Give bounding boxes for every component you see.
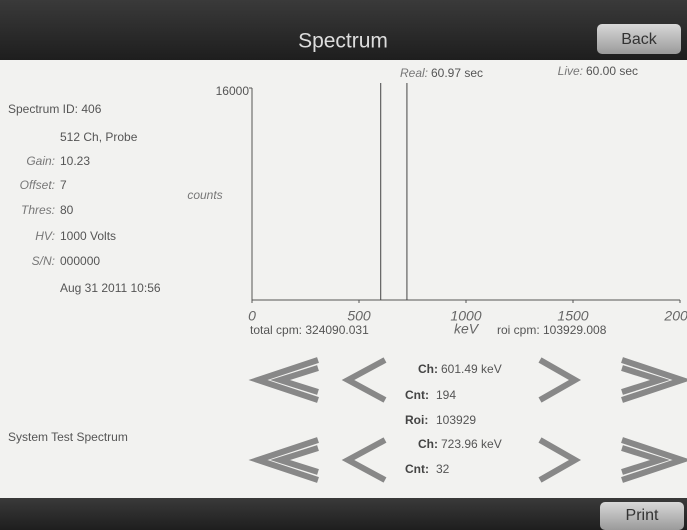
ch-label: Ch: [418, 437, 438, 451]
back-label[interactable]: Back [621, 31, 658, 48]
field-label: S/N: [32, 254, 55, 268]
cnt-value: 194 [436, 388, 456, 402]
field-value: 10.23 [60, 154, 90, 168]
field-value: 1000 Volts [60, 229, 116, 243]
ch-value: 723.96 keV [441, 437, 502, 451]
x-axis-title: keV [454, 321, 480, 337]
field-label: Offset: [20, 178, 55, 192]
print-label[interactable]: Print [626, 507, 659, 524]
date: Aug 31 2011 10:56 [60, 281, 161, 295]
live-value: 60.00 sec [586, 64, 638, 78]
screen-title: Spectrum [298, 30, 388, 53]
spectrum-name: System Test Spectrum [8, 430, 128, 444]
print-button[interactable]: Print [600, 502, 684, 530]
back-button[interactable]: Back [597, 24, 681, 54]
roi-cpm: roi cpm: 103929.008 [497, 323, 607, 337]
background [0, 0, 687, 530]
spectrum-id: Spectrum ID: 406 [8, 102, 102, 116]
x-tick-label: 2000 [663, 308, 687, 324]
roi-value: 103929 [436, 413, 476, 427]
field-label: HV: [35, 229, 55, 243]
field-value: 80 [60, 203, 74, 217]
screen: Spectrum Back Print Spectrum ID: 406 512… [0, 0, 687, 530]
real-label: Real: [400, 66, 428, 80]
live-label: Live: [558, 64, 583, 78]
x-tick-label: 500 [347, 308, 371, 324]
y-axis-title: counts [187, 188, 222, 202]
total-cpm: total cpm: 324090.031 [250, 323, 369, 337]
x-tick-label: 0 [248, 308, 256, 324]
field-label: Thres: [21, 203, 55, 217]
field-value: 000000 [60, 254, 100, 268]
cnt-label: Cnt: [405, 462, 429, 476]
y-tick-label: 16000 [216, 84, 250, 98]
ch-value: 601.49 keV [441, 362, 502, 376]
field-label: Gain: [26, 154, 55, 168]
bottom-bar [0, 498, 687, 530]
roi-label: Roi: [405, 413, 428, 427]
field-value: 7 [60, 178, 67, 192]
cnt-value: 32 [436, 462, 450, 476]
x-tick-label: 1500 [557, 308, 588, 324]
ch-label: Ch: [418, 362, 438, 376]
cnt-label: Cnt: [405, 388, 429, 402]
channels: 512 Ch, Probe [60, 130, 138, 144]
real-value: 60.97 sec [431, 66, 483, 80]
